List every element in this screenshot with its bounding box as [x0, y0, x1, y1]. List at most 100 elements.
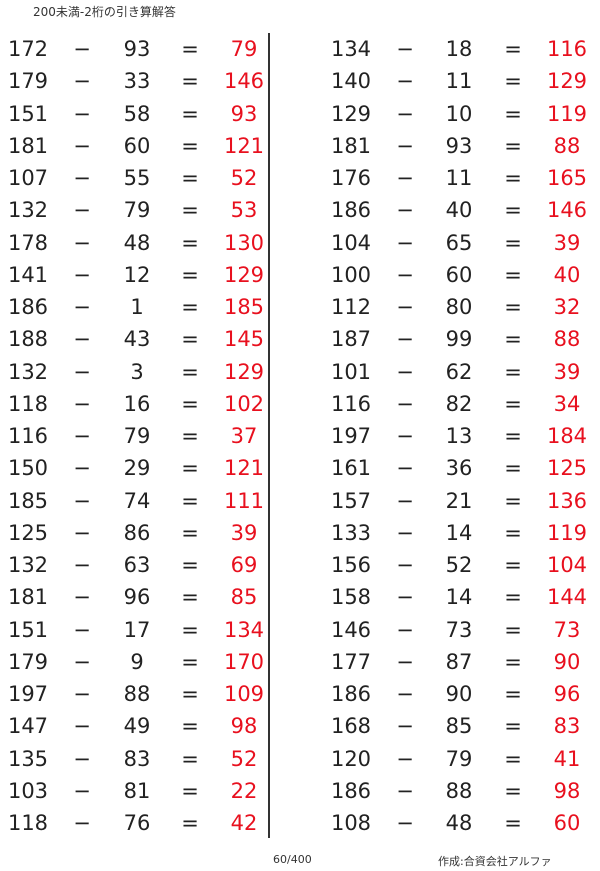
minus-sign: − [73, 617, 91, 642]
minus-sign: − [73, 198, 91, 223]
equals-sign: = [181, 778, 199, 803]
minus-sign: − [396, 230, 414, 255]
minuend: 104 [330, 230, 372, 255]
equals-sign: = [181, 649, 199, 674]
minus-sign: − [396, 488, 414, 513]
minuend: 156 [330, 553, 372, 577]
minus-sign: − [73, 391, 91, 416]
subtrahend: 13 [445, 424, 473, 448]
subtrahend: 87 [445, 649, 473, 674]
equals-sign: = [181, 456, 199, 481]
subtrahend: 55 [123, 166, 151, 190]
page-number: 60/400 [273, 853, 312, 866]
answer: 83 [553, 714, 581, 739]
minuend: 158 [330, 585, 372, 610]
answer: 85 [230, 585, 258, 610]
minus-sign: − [73, 37, 91, 61]
minus-sign: − [73, 69, 91, 94]
minus-sign: − [396, 746, 414, 771]
minus-sign: − [396, 682, 414, 706]
answer: 52 [230, 746, 258, 771]
minus-sign: − [396, 456, 414, 481]
minuend: 186 [7, 295, 49, 319]
answer: 109 [223, 682, 265, 706]
subtrahend: 79 [445, 746, 473, 771]
subtrahend: 3 [130, 359, 144, 384]
minuend: 181 [7, 585, 49, 610]
equals-sign: = [504, 69, 522, 94]
subtrahend: 12 [123, 262, 151, 287]
minuend: 118 [7, 391, 49, 416]
subtrahend: 11 [445, 69, 473, 94]
minuend: 172 [7, 37, 49, 61]
minuend: 178 [7, 230, 49, 255]
answer: 165 [546, 166, 588, 190]
answer: 116 [546, 37, 588, 61]
subtrahend: 83 [123, 746, 151, 771]
answer: 60 [553, 811, 581, 835]
minus-sign: − [73, 424, 91, 448]
minuend: 134 [330, 37, 372, 61]
minuend: 129 [330, 101, 372, 126]
answer: 111 [223, 488, 265, 513]
answer: 98 [553, 778, 581, 803]
equals-sign: = [504, 520, 522, 545]
equals-sign: = [504, 585, 522, 610]
minuend: 103 [7, 778, 49, 803]
subtrahend: 52 [445, 553, 473, 577]
minuend: 133 [330, 520, 372, 545]
subtrahend: 29 [123, 456, 151, 481]
equals-sign: = [181, 714, 199, 739]
equals-sign: = [181, 520, 199, 545]
minuend: 157 [330, 488, 372, 513]
answer: 42 [230, 811, 258, 835]
equals-sign: = [504, 746, 522, 771]
minus-sign: − [73, 488, 91, 513]
minuend: 168 [330, 714, 372, 739]
minus-sign: − [396, 391, 414, 416]
equals-sign: = [181, 37, 199, 61]
answer: 88 [553, 133, 581, 158]
answer: 32 [553, 295, 581, 319]
minus-sign: − [73, 585, 91, 610]
subtrahend: 9 [130, 649, 144, 674]
equals-sign: = [504, 649, 522, 674]
column-divider [268, 33, 270, 838]
minus-sign: − [396, 101, 414, 126]
answer: 41 [553, 746, 581, 771]
minuend: 125 [7, 520, 49, 545]
minus-sign: − [73, 295, 91, 319]
subtrahend: 17 [123, 617, 151, 642]
equals-sign: = [504, 714, 522, 739]
minus-sign: − [396, 714, 414, 739]
answer: 73 [553, 617, 581, 642]
answer: 53 [230, 198, 258, 223]
subtrahend: 49 [123, 714, 151, 739]
equals-sign: = [181, 391, 199, 416]
subtrahend: 63 [123, 553, 151, 577]
subtrahend: 74 [123, 488, 151, 513]
minus-sign: − [73, 101, 91, 126]
equals-sign: = [504, 359, 522, 384]
subtrahend: 62 [445, 359, 473, 384]
subtrahend: 11 [445, 166, 473, 190]
minus-sign: − [73, 166, 91, 190]
minuend: 187 [330, 327, 372, 352]
minuend: 181 [7, 133, 49, 158]
equals-sign: = [181, 424, 199, 448]
minus-sign: − [396, 617, 414, 642]
answer: 121 [223, 456, 265, 481]
answer: 98 [230, 714, 258, 739]
minuend: 132 [7, 553, 49, 577]
subtrahend: 80 [445, 295, 473, 319]
minuend: 146 [330, 617, 372, 642]
equals-sign: = [504, 230, 522, 255]
minuend: 185 [7, 488, 49, 513]
minuend: 135 [7, 746, 49, 771]
equals-sign: = [504, 553, 522, 577]
equals-sign: = [181, 682, 199, 706]
minuend: 179 [7, 69, 49, 94]
equals-sign: = [504, 262, 522, 287]
answer: 144 [546, 585, 588, 610]
answer: 88 [553, 327, 581, 352]
